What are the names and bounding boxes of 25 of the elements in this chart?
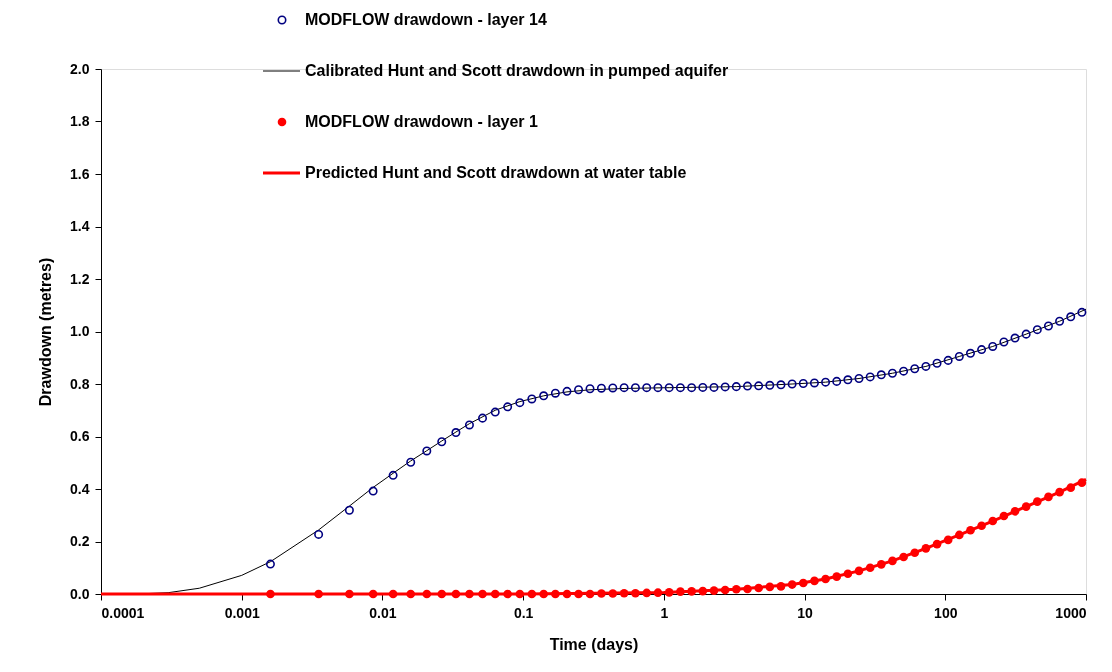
- x-tick-label: 0.001: [224, 604, 260, 621]
- y-tick-label: 0.8: [70, 375, 90, 392]
- y-tick-label: 1.0: [70, 323, 90, 339]
- legend-label: Calibrated Hunt and Scott drawdown in pumped aquifer: [305, 62, 729, 79]
- legend-label: Predicted Hunt and Scott drawdown at water table: [305, 164, 687, 181]
- y-axis-title: Drawdown (metres): [37, 257, 55, 407]
- y-tick-label: 1.8: [70, 113, 90, 129]
- x-tick-label: 1000: [1055, 604, 1087, 621]
- x-tick-label: 0.01: [369, 604, 397, 621]
- x-axis-title: Time (days): [549, 635, 639, 653]
- y-tick-label: 1.6: [70, 165, 90, 182]
- y-tick-label: 2.0: [70, 60, 90, 77]
- y-tick-label: 0.6: [70, 428, 90, 444]
- x-tick-label: 100: [934, 604, 958, 621]
- legend-label: MODFLOW drawdown - layer 14: [305, 11, 547, 28]
- x-tick-label: 10: [797, 604, 814, 621]
- x-tick-label: 1: [660, 604, 669, 621]
- y-tick-label: 1.2: [70, 270, 90, 287]
- y-tick-label: 0.4: [70, 480, 90, 497]
- legend-label: MODFLOW drawdown - layer 1: [305, 113, 539, 130]
- y-tick-label: 1.4: [70, 218, 90, 234]
- y-tick-label: 0.2: [70, 533, 90, 549]
- y-tick-label: 0.0: [70, 585, 90, 602]
- x-tick-label: 0.1: [513, 604, 534, 621]
- x-tick-label: 0.0001: [101, 604, 145, 621]
